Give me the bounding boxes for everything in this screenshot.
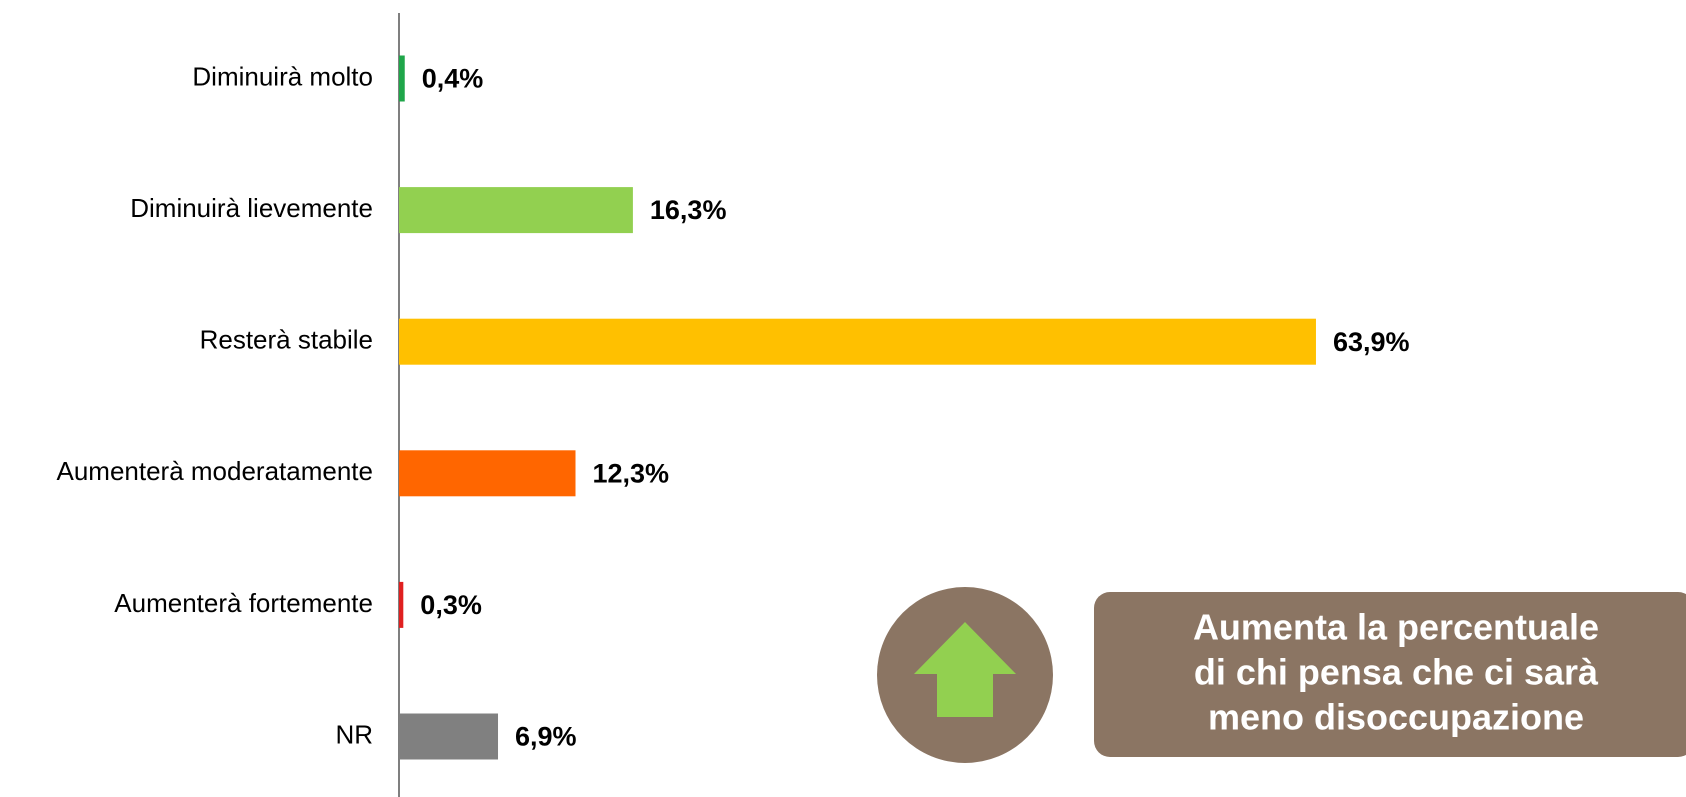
value-label: 6,9%	[515, 722, 577, 752]
category-label: Resterà stabile	[200, 325, 373, 355]
value-label: 12,3%	[593, 458, 670, 488]
bar	[399, 55, 405, 102]
value-label: 16,3%	[650, 195, 727, 225]
annotation-box	[1094, 592, 1686, 757]
category-label: Diminuirà lievemente	[130, 193, 373, 223]
annotation-text: di chi pensa che ci sarà	[1194, 652, 1599, 693]
annotation-text: Aumenta la percentuale	[1193, 607, 1599, 648]
category-label: Aumenterà moderatamente	[56, 456, 373, 486]
category-label: NR	[335, 719, 373, 749]
annotation-text: meno disoccupazione	[1208, 697, 1584, 738]
bar	[399, 318, 1316, 365]
bar	[399, 713, 499, 760]
bar	[399, 581, 404, 628]
category-label: Aumenterà fortemente	[114, 588, 373, 618]
value-label: 63,9%	[1333, 327, 1410, 357]
value-label: 0,3%	[420, 590, 482, 620]
bar	[399, 187, 633, 234]
category-label: Diminuirà molto	[192, 61, 373, 91]
up-arrow	[914, 622, 1016, 717]
bar	[399, 450, 576, 497]
value-label: 0,4%	[422, 64, 484, 94]
